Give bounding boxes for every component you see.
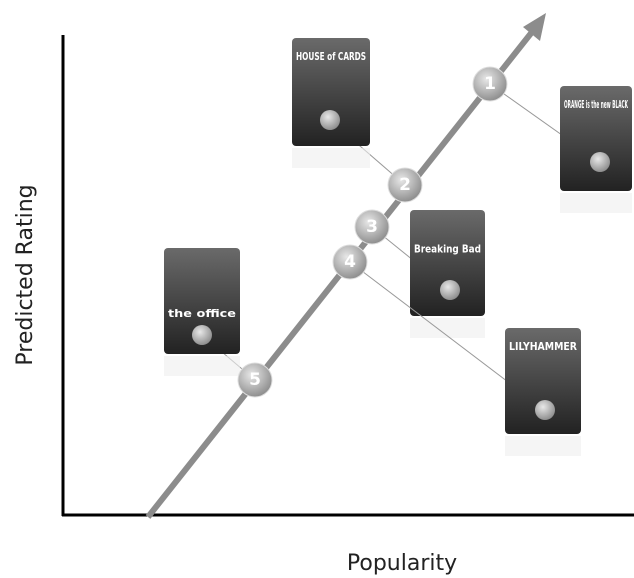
arrow-head: [523, 13, 546, 41]
poster-reflection: [292, 148, 370, 168]
rank-label: 1: [484, 74, 496, 94]
rank-circle: [387, 167, 423, 203]
poster-dot: [440, 280, 460, 300]
rank-circle: [354, 209, 390, 245]
poster-reflection: [164, 356, 240, 376]
rank-circle: [237, 362, 273, 398]
poster-title: Breaking Bad: [414, 242, 481, 255]
poster-title: HOUSE of CARDS: [296, 50, 366, 63]
poster-dot: [192, 325, 212, 345]
rank-label: 4: [344, 252, 356, 272]
poster-dot: [535, 400, 555, 420]
x-axis-label: Popularity: [347, 551, 457, 576]
rank-label: 2: [399, 175, 411, 195]
poster-reflection: [560, 193, 632, 213]
poster-title: ORANGE is the new BLACK: [564, 98, 628, 111]
poster-title: LILYHAMMER: [509, 340, 577, 353]
rank-circle: [332, 244, 368, 280]
poster-title: the office: [168, 307, 236, 320]
rank-label: 5: [249, 370, 261, 390]
poster-dot: [320, 110, 340, 130]
poster-dot: [590, 152, 610, 172]
items: ORANGE is the new BLACK HOUSE of CARDS Bre…: [164, 38, 632, 456]
poster: [410, 210, 485, 316]
poster: [292, 38, 370, 146]
poster-reflection: [410, 318, 485, 338]
rank-label: 3: [366, 217, 378, 237]
y-axis-label: Predicted Rating: [13, 184, 38, 365]
rank-circle: [472, 66, 508, 102]
poster: [560, 86, 632, 191]
poster: [164, 248, 240, 354]
poster-reflection: [505, 436, 581, 456]
poster: [505, 328, 581, 434]
